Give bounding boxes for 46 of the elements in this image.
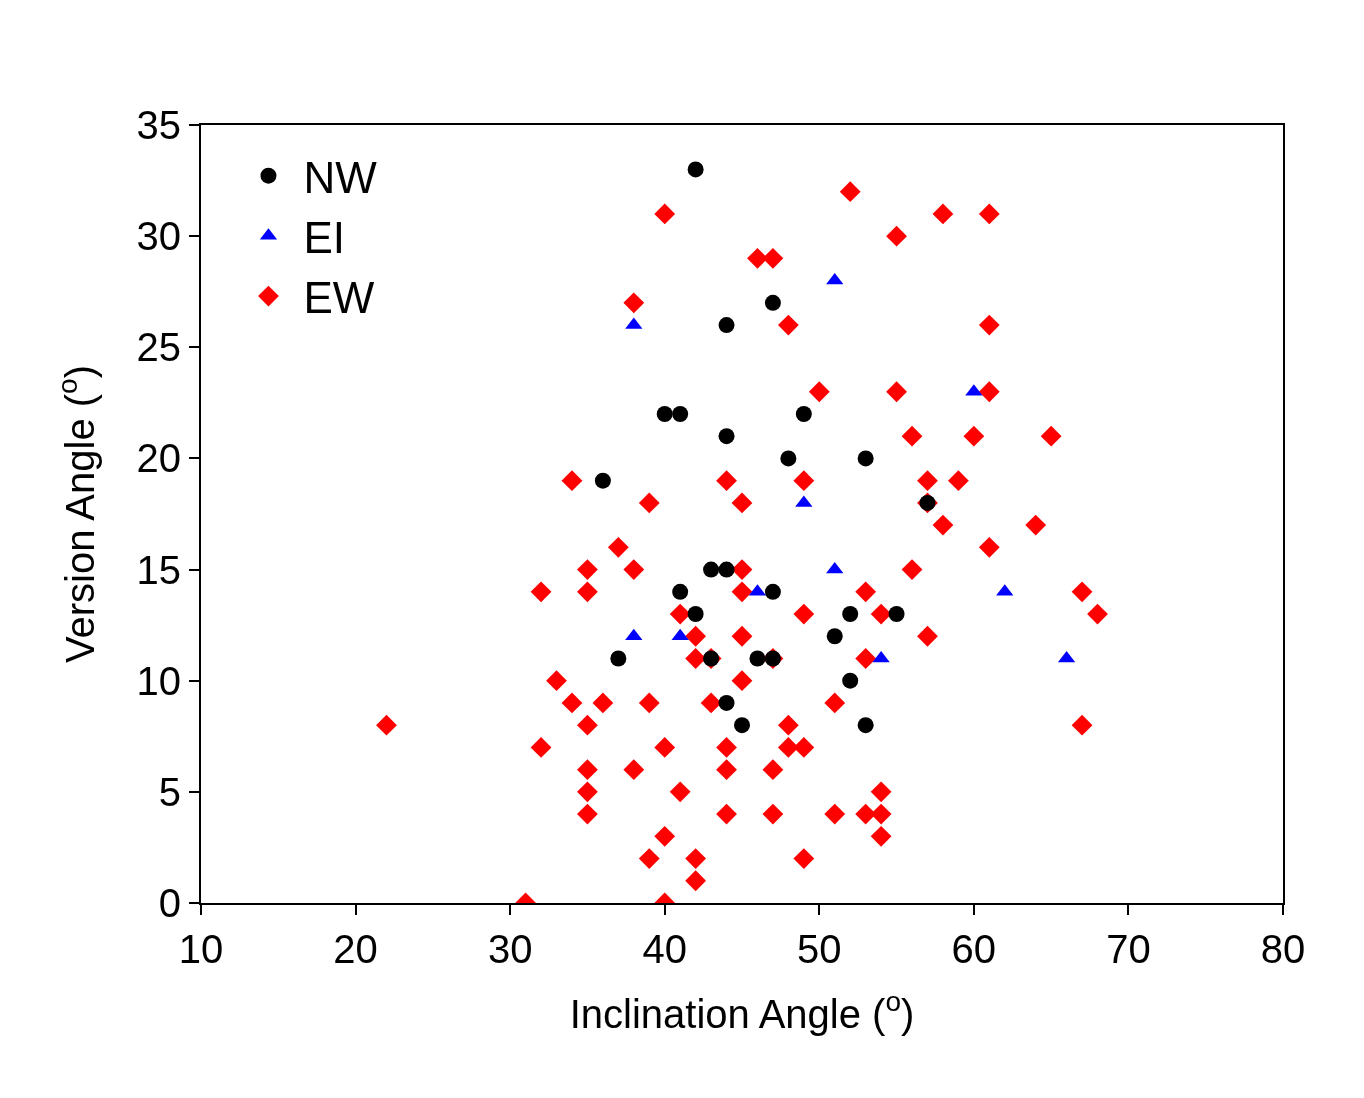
point: [826, 628, 843, 645]
legend-label: NW: [303, 152, 378, 202]
y-tick-label: 20: [136, 436, 181, 481]
point: [718, 317, 735, 334]
x-tick-label: 60: [951, 927, 997, 971]
point: [594, 472, 611, 489]
point: [734, 717, 750, 734]
point: [718, 561, 735, 578]
point: [671, 628, 689, 641]
point: [842, 672, 859, 689]
point: [625, 628, 643, 641]
x-tick-label: 70: [1106, 927, 1151, 971]
y-tick-label: 0: [158, 881, 181, 925]
y-tick-label: 5: [158, 769, 181, 814]
point: [687, 161, 704, 178]
point: [718, 428, 735, 445]
y-tick-label: 10: [136, 658, 181, 703]
point: [842, 606, 859, 623]
legend-label: EI: [303, 213, 346, 263]
legend-label: EW: [303, 273, 375, 323]
x-tick-label: 40: [642, 927, 687, 971]
x-tick-label: 20: [333, 927, 378, 971]
y-tick-label: 30: [136, 214, 181, 259]
point: [703, 561, 720, 578]
y-tick-label: 35: [136, 103, 181, 147]
point: [610, 650, 627, 667]
point: [872, 650, 890, 663]
x-tick-label: 80: [1260, 927, 1306, 971]
y-tick-label: 15: [136, 547, 181, 592]
point: [857, 717, 874, 734]
point: [888, 606, 905, 623]
point: [656, 405, 673, 422]
x-axis-title: Inclination Angle ($^{o}$): [569, 986, 915, 1036]
point: [672, 583, 689, 600]
point: [764, 583, 781, 600]
x-tick-label: 30: [487, 927, 533, 971]
x-tick-label: 50: [797, 927, 842, 971]
point: [764, 294, 781, 311]
point: [795, 405, 812, 422]
point: [749, 650, 766, 667]
point: [672, 405, 689, 422]
point: [687, 606, 704, 623]
point: [718, 694, 735, 711]
point: [780, 450, 797, 467]
point: [857, 450, 874, 467]
y-tick-label: 25: [136, 325, 181, 370]
